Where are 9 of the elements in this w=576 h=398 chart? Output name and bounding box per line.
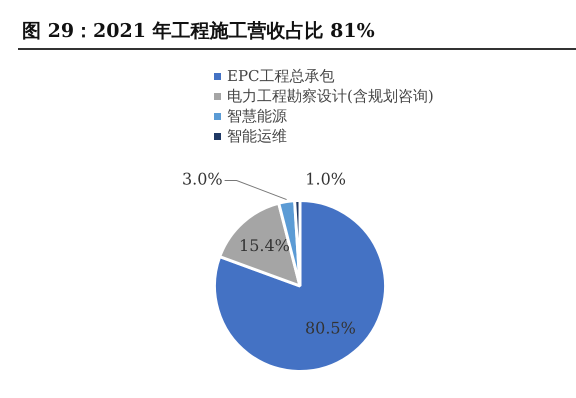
legend-label: EPC工程总承包 <box>227 66 335 86</box>
data-label: 3.0% <box>182 170 223 189</box>
chart-title: 图 29：2021 年工程施工营收占比 81% <box>22 19 375 44</box>
data-label: 80.5% <box>304 318 356 338</box>
data-label: 1.0% <box>305 170 346 189</box>
legend-label: 智能运维 <box>227 126 287 146</box>
data-label: 15.4% <box>239 236 290 255</box>
legend-label: 智慧能源 <box>227 106 287 126</box>
legend-label: 电力工程勘察设计(含规划咨询) <box>227 86 434 106</box>
